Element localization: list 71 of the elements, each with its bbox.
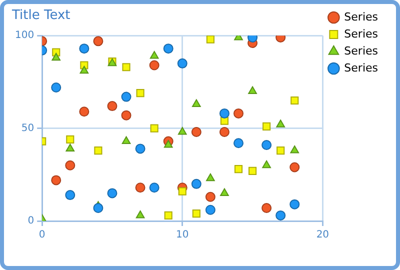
x-tick-label: 20 xyxy=(316,230,330,241)
point xyxy=(79,44,90,54)
point xyxy=(122,63,130,72)
point xyxy=(290,146,300,154)
point xyxy=(276,146,285,155)
point xyxy=(178,187,186,196)
point xyxy=(51,82,62,93)
point xyxy=(121,92,132,102)
point xyxy=(93,203,104,214)
point xyxy=(135,144,146,154)
point xyxy=(93,36,104,46)
point xyxy=(65,160,76,170)
point xyxy=(164,211,172,220)
legend-label: Series xyxy=(344,27,378,40)
point xyxy=(191,127,202,138)
point xyxy=(262,140,272,150)
point xyxy=(290,162,300,172)
point xyxy=(220,188,229,196)
point xyxy=(121,110,132,120)
point xyxy=(219,108,230,118)
point xyxy=(65,190,76,200)
point xyxy=(107,101,118,112)
point xyxy=(191,178,202,189)
point xyxy=(262,122,271,130)
point xyxy=(206,36,214,44)
point xyxy=(248,166,257,175)
point xyxy=(205,192,216,202)
point xyxy=(262,203,272,214)
point xyxy=(52,52,61,61)
point xyxy=(136,89,144,98)
point xyxy=(149,60,160,70)
point xyxy=(135,182,146,193)
point xyxy=(262,160,271,168)
point xyxy=(178,127,187,135)
point xyxy=(177,58,188,68)
point xyxy=(163,44,174,54)
point xyxy=(79,106,90,117)
point xyxy=(290,96,299,105)
point xyxy=(219,127,230,138)
point xyxy=(233,138,244,148)
point xyxy=(192,99,201,107)
point xyxy=(234,165,243,174)
point xyxy=(233,108,244,118)
legend-label: Series xyxy=(344,61,378,74)
y-tick-label: 50 xyxy=(21,122,34,134)
point xyxy=(276,120,285,128)
point xyxy=(136,210,145,218)
point xyxy=(107,188,118,198)
y-tick-label: 100 xyxy=(14,30,34,42)
point xyxy=(150,50,159,59)
y-tick-label: 0 xyxy=(28,216,34,227)
x-tick-label: 0 xyxy=(38,230,46,241)
point xyxy=(192,210,200,218)
point xyxy=(150,124,158,132)
point xyxy=(276,210,286,220)
point xyxy=(66,144,75,152)
point xyxy=(206,173,215,182)
point xyxy=(164,140,173,148)
point xyxy=(66,135,74,144)
point xyxy=(248,86,257,94)
chart-title: Title Text xyxy=(11,8,70,24)
legend-label: Series xyxy=(344,10,378,24)
point xyxy=(290,199,300,210)
x-tick-label: 10 xyxy=(176,230,189,241)
legend-label: Series xyxy=(344,44,378,58)
point xyxy=(122,136,131,144)
point xyxy=(149,182,160,193)
point xyxy=(80,66,89,74)
point xyxy=(205,204,216,215)
point xyxy=(51,175,62,186)
point xyxy=(94,146,102,155)
